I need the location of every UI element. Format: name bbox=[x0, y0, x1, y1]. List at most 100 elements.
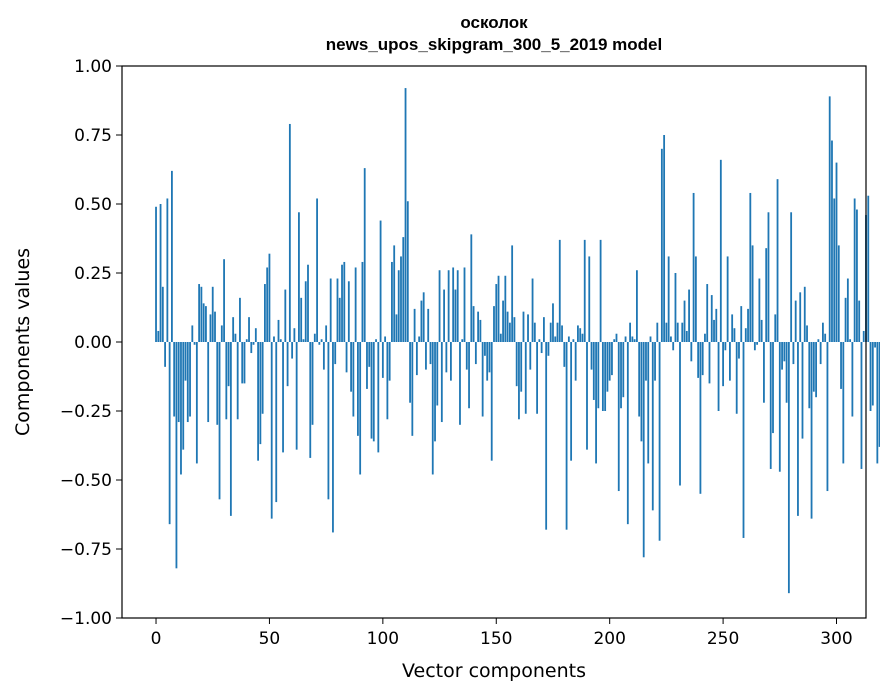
bar bbox=[729, 342, 731, 381]
bar bbox=[207, 342, 210, 423]
bar bbox=[168, 342, 171, 525]
bar bbox=[769, 342, 772, 469]
bar bbox=[515, 342, 518, 387]
bar bbox=[851, 342, 854, 417]
bar bbox=[631, 336, 634, 342]
bar bbox=[726, 256, 729, 342]
bar bbox=[245, 339, 248, 342]
bar bbox=[781, 342, 783, 370]
bar bbox=[295, 342, 298, 450]
bar bbox=[533, 322, 536, 342]
bar bbox=[422, 292, 425, 342]
bar bbox=[529, 342, 532, 370]
bar bbox=[824, 333, 827, 342]
bar bbox=[164, 342, 166, 367]
bar bbox=[554, 336, 557, 342]
bar bbox=[688, 289, 690, 342]
bar bbox=[522, 311, 525, 342]
bar bbox=[876, 342, 879, 464]
bar bbox=[710, 295, 713, 342]
bar bbox=[617, 342, 620, 492]
bar bbox=[597, 342, 600, 409]
x-tick-label: 250 bbox=[707, 629, 739, 649]
bar bbox=[186, 342, 189, 423]
bar bbox=[871, 342, 874, 406]
bar bbox=[787, 342, 790, 594]
bar bbox=[470, 234, 473, 342]
bar bbox=[311, 342, 314, 425]
bar bbox=[252, 342, 255, 345]
bar bbox=[332, 342, 334, 533]
bar bbox=[681, 322, 684, 342]
bar bbox=[645, 342, 647, 381]
bar bbox=[567, 336, 570, 342]
bar bbox=[697, 342, 700, 378]
bar bbox=[812, 342, 815, 392]
x-tick-label: 150 bbox=[480, 629, 512, 649]
bar bbox=[415, 342, 418, 376]
bar bbox=[282, 342, 284, 453]
bar bbox=[826, 342, 829, 492]
chart-title-line-1: осколок bbox=[460, 13, 528, 32]
bar bbox=[257, 342, 259, 461]
bar bbox=[409, 342, 411, 403]
bar bbox=[831, 140, 833, 342]
bar bbox=[270, 342, 273, 519]
bar bbox=[202, 303, 205, 342]
bar bbox=[874, 342, 876, 348]
bar bbox=[763, 342, 765, 403]
bar bbox=[359, 342, 362, 475]
bar bbox=[286, 342, 289, 387]
bar bbox=[844, 297, 847, 342]
bar bbox=[354, 267, 357, 342]
bar bbox=[413, 308, 416, 342]
bar bbox=[853, 198, 856, 342]
bar bbox=[211, 286, 214, 342]
bar bbox=[266, 267, 269, 342]
bar bbox=[443, 289, 445, 342]
bar bbox=[613, 339, 616, 342]
bar bbox=[490, 342, 493, 461]
bar bbox=[248, 317, 250, 342]
bar bbox=[733, 328, 736, 342]
bar bbox=[626, 342, 629, 525]
bar bbox=[749, 192, 752, 342]
bar bbox=[860, 342, 863, 469]
bar bbox=[772, 342, 774, 434]
x-axis-label: Vector components bbox=[402, 660, 586, 682]
bar bbox=[574, 342, 577, 381]
bar bbox=[177, 342, 180, 423]
bar bbox=[531, 278, 534, 342]
bar bbox=[735, 342, 738, 414]
bar bbox=[391, 261, 393, 342]
bar bbox=[440, 342, 443, 423]
bar bbox=[511, 245, 514, 342]
bar bbox=[334, 342, 337, 365]
bar bbox=[436, 342, 439, 406]
bar bbox=[828, 96, 831, 342]
bar bbox=[429, 342, 432, 365]
bar bbox=[833, 198, 836, 342]
bar bbox=[452, 267, 455, 342]
bar bbox=[810, 342, 813, 519]
bar bbox=[747, 308, 749, 342]
bar bbox=[797, 342, 799, 516]
bar bbox=[778, 342, 781, 472]
bar bbox=[336, 278, 339, 342]
bar bbox=[579, 328, 582, 342]
bar bbox=[307, 264, 309, 342]
bar bbox=[704, 333, 706, 342]
bar bbox=[556, 322, 559, 342]
bar bbox=[592, 342, 595, 400]
y-tick-label: 0.00 bbox=[74, 333, 112, 353]
bar bbox=[234, 333, 237, 342]
bar bbox=[751, 245, 754, 342]
bar bbox=[350, 342, 352, 392]
bar bbox=[799, 292, 802, 342]
bar bbox=[803, 286, 806, 342]
bar bbox=[218, 342, 221, 500]
bar bbox=[450, 342, 452, 381]
bar bbox=[191, 325, 194, 342]
bar bbox=[577, 325, 579, 342]
bar bbox=[658, 342, 661, 541]
